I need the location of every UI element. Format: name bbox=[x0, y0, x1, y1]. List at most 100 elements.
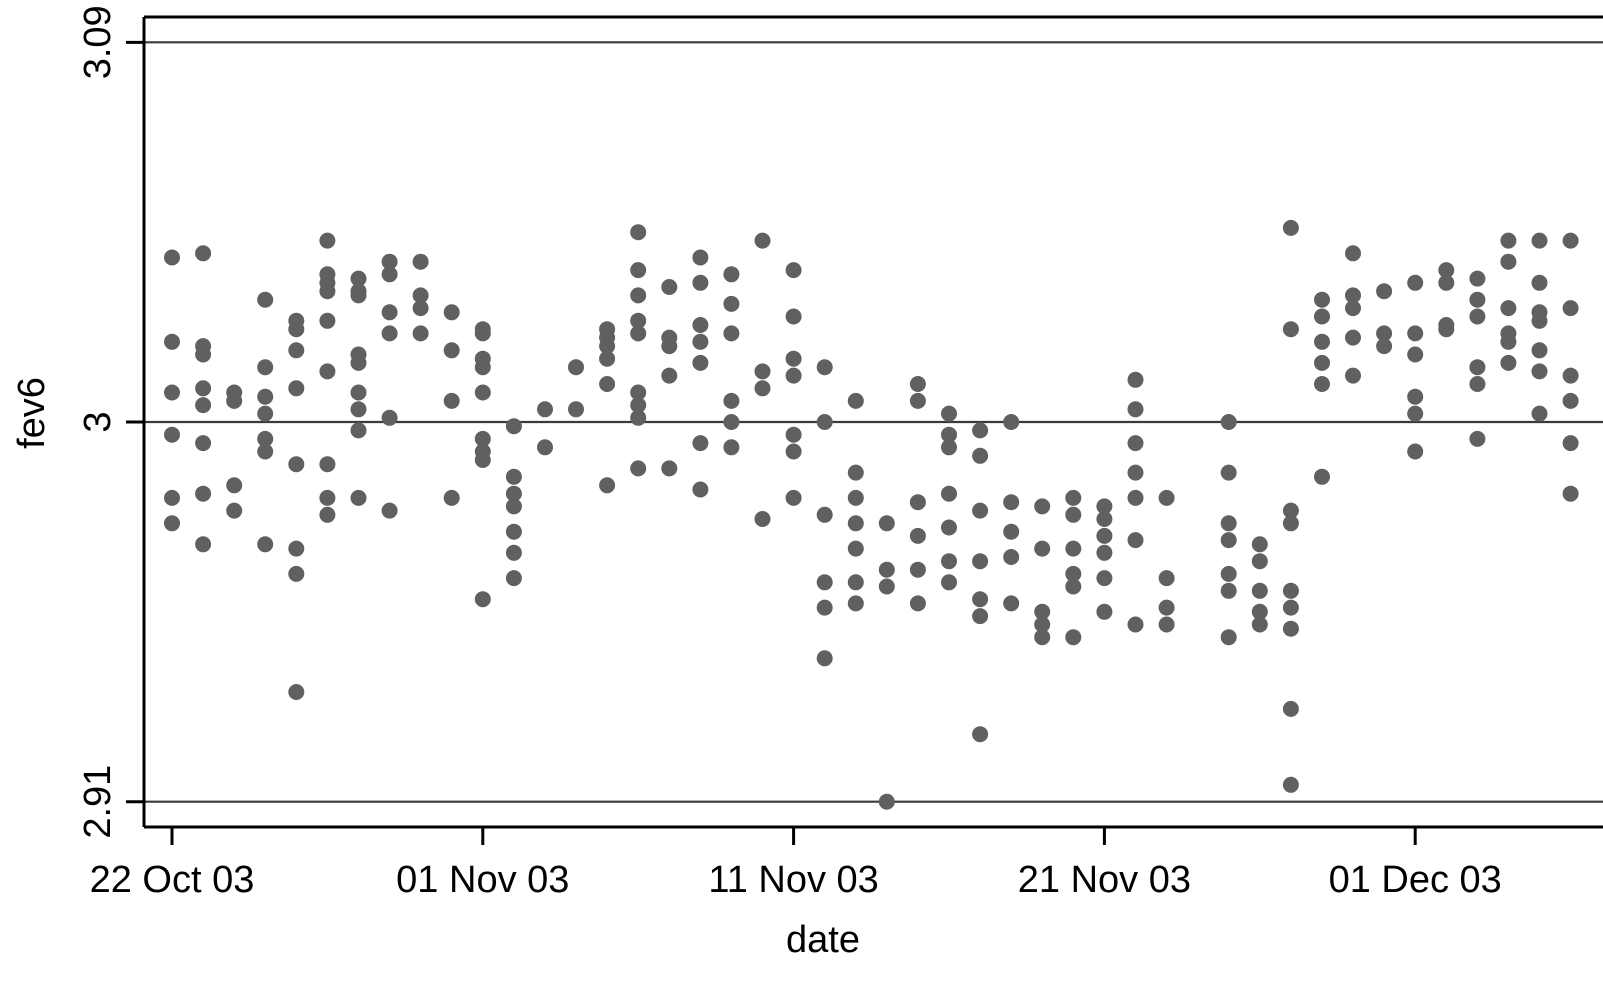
data-point bbox=[1531, 405, 1548, 422]
data-point bbox=[1345, 300, 1361, 317]
data-point bbox=[847, 540, 864, 557]
data-point bbox=[1562, 392, 1579, 409]
data-point bbox=[257, 536, 274, 553]
data-point bbox=[754, 363, 771, 380]
data-point bbox=[1034, 540, 1051, 557]
data-point bbox=[1500, 232, 1517, 249]
data-point bbox=[630, 460, 647, 477]
data-point bbox=[1282, 776, 1299, 793]
data-point bbox=[164, 515, 180, 532]
data-point bbox=[288, 684, 305, 700]
data-point bbox=[723, 392, 740, 409]
data-point bbox=[319, 456, 336, 473]
data-point bbox=[1469, 270, 1486, 287]
data-point bbox=[878, 561, 895, 578]
data-point bbox=[350, 384, 367, 401]
data-point bbox=[1314, 376, 1330, 392]
data-point bbox=[878, 515, 895, 532]
data-point bbox=[1314, 468, 1330, 485]
data-point bbox=[164, 489, 180, 506]
data-point bbox=[1220, 565, 1237, 582]
data-point bbox=[1469, 359, 1486, 376]
data-point bbox=[785, 367, 802, 384]
data-point bbox=[1407, 274, 1424, 291]
data-point bbox=[1065, 629, 1082, 646]
data-point bbox=[474, 591, 491, 608]
data-point bbox=[1531, 232, 1548, 249]
data-point bbox=[505, 570, 522, 587]
data-point bbox=[1562, 485, 1579, 502]
data-point bbox=[1282, 599, 1299, 616]
data-point bbox=[723, 266, 740, 283]
data-point bbox=[1003, 494, 1020, 511]
data-point bbox=[1469, 376, 1486, 392]
data-point bbox=[381, 304, 398, 321]
data-point bbox=[630, 384, 647, 401]
data-point bbox=[1034, 603, 1051, 620]
data-point bbox=[381, 325, 398, 342]
data-point bbox=[1251, 582, 1268, 599]
data-point bbox=[164, 426, 180, 443]
data-point bbox=[1531, 274, 1548, 291]
data-point bbox=[505, 468, 522, 485]
data-point bbox=[1003, 595, 1020, 612]
data-point bbox=[474, 384, 491, 401]
data-point bbox=[1438, 274, 1455, 291]
data-point bbox=[692, 249, 709, 266]
data-point bbox=[412, 325, 429, 342]
data-point bbox=[537, 401, 553, 418]
data-point bbox=[474, 452, 491, 468]
data-point bbox=[1220, 414, 1237, 430]
data-point bbox=[474, 325, 491, 342]
data-point bbox=[972, 608, 989, 625]
data-point bbox=[1562, 300, 1579, 317]
data-point bbox=[288, 321, 305, 338]
data-point bbox=[1096, 511, 1113, 527]
data-point bbox=[909, 392, 926, 409]
data-point bbox=[1469, 308, 1486, 325]
data-point bbox=[1251, 603, 1268, 620]
data-point bbox=[630, 409, 647, 426]
data-point bbox=[319, 506, 336, 523]
data-point bbox=[972, 591, 989, 608]
data-point bbox=[164, 333, 180, 350]
data-point bbox=[972, 502, 989, 519]
data-point bbox=[443, 392, 460, 409]
data-point bbox=[1251, 553, 1268, 570]
data-point bbox=[350, 354, 367, 371]
data-point bbox=[1127, 616, 1144, 633]
data-point bbox=[1127, 401, 1144, 418]
data-point bbox=[474, 359, 491, 376]
data-point bbox=[941, 553, 957, 570]
data-point bbox=[319, 363, 336, 380]
data-point bbox=[692, 333, 709, 350]
data-point bbox=[1065, 506, 1082, 523]
data-point bbox=[1407, 405, 1424, 422]
x-axis-label: date bbox=[786, 919, 860, 961]
data-point bbox=[1345, 329, 1361, 346]
data-point bbox=[1065, 578, 1082, 595]
data-point bbox=[537, 439, 553, 456]
data-point bbox=[1438, 262, 1455, 279]
y-tick-label: 3 bbox=[77, 411, 119, 432]
data-point bbox=[1003, 523, 1020, 540]
data-point bbox=[661, 460, 678, 477]
data-point bbox=[319, 283, 336, 300]
data-point bbox=[1158, 489, 1175, 506]
data-point bbox=[847, 595, 864, 612]
data-point bbox=[195, 346, 212, 363]
data-point bbox=[288, 540, 305, 557]
data-point bbox=[1562, 367, 1579, 384]
data-point bbox=[723, 325, 740, 342]
data-point bbox=[443, 342, 460, 359]
data-point bbox=[1127, 489, 1144, 506]
data-point bbox=[1158, 599, 1175, 616]
data-point bbox=[1158, 570, 1175, 587]
data-point bbox=[257, 291, 274, 308]
data-point bbox=[723, 414, 740, 430]
data-point bbox=[412, 253, 429, 270]
data-point bbox=[1282, 515, 1299, 532]
x-tick-label: 01 Dec 03 bbox=[1329, 859, 1502, 901]
